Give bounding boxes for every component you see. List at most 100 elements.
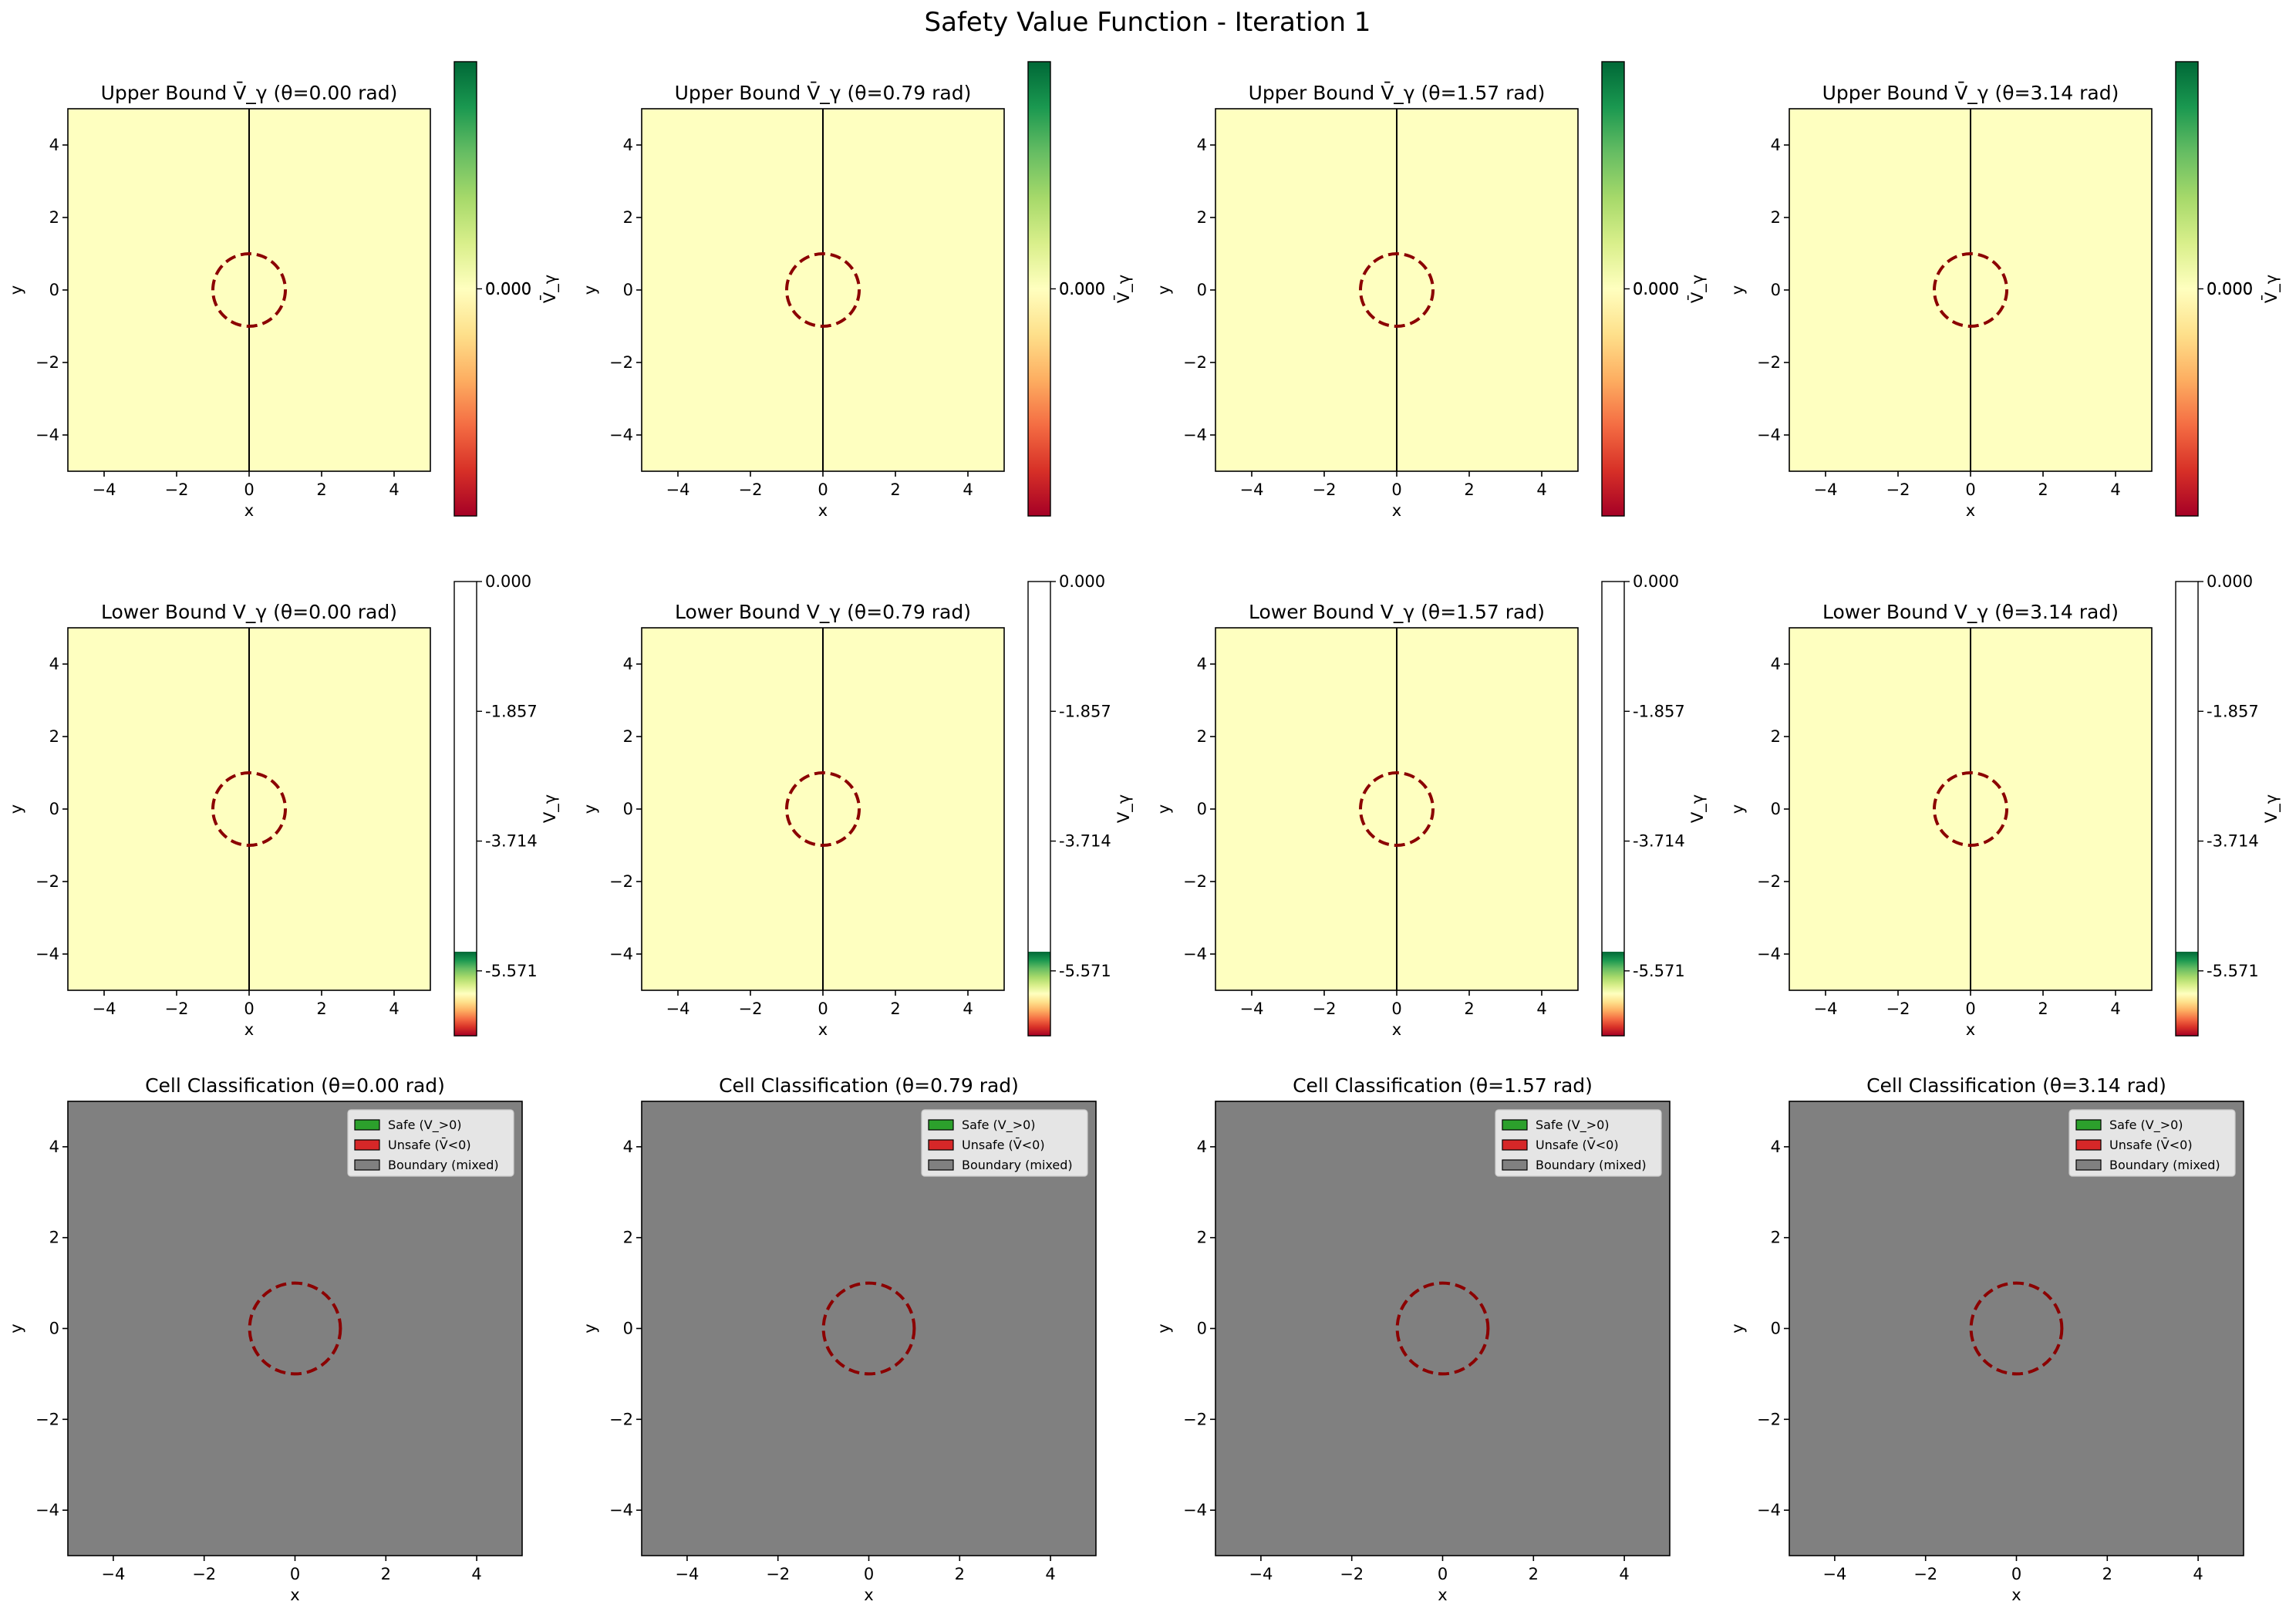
x-axis-label: x <box>1392 1020 1401 1039</box>
figure-title: Safety Value Function - Iteration 1 <box>925 7 1371 38</box>
x-tick-label: 0 <box>1391 1000 1401 1018</box>
x-tick-label: −4 <box>675 1565 699 1583</box>
colorbar-frame <box>2175 581 2199 1037</box>
y-axis-label: y <box>1728 285 1747 295</box>
obstacle-circle <box>1359 252 1435 328</box>
colorbar-tick-label: 0.000 <box>485 572 531 591</box>
x-tick-label: −2 <box>1886 1000 1910 1018</box>
x-axis-label: x <box>1966 1020 1975 1039</box>
y-axis-label: y <box>581 285 599 295</box>
y-tick-label: −2 <box>1183 1410 1207 1428</box>
panel-title: Cell Classification (θ=3.14 rad) <box>1866 1074 2166 1097</box>
panel-upper-3: −4 −2 0 2 4 −4 −2 0 2 4 x y Upper Bound V̄_γ (θ=3.14… <box>1728 61 2281 520</box>
legend-entry: Boundary (mixed) <box>1536 1158 1647 1172</box>
y-tick-label: −4 <box>1757 426 1781 444</box>
x-tick-label: −4 <box>101 1565 125 1583</box>
y-tick-label: 0 <box>1771 800 1781 818</box>
x-tick-label: −2 <box>165 480 189 499</box>
panel-title: Lower Bound V_γ (θ=0.79 rad) <box>675 601 971 623</box>
y-tick-label: 0 <box>1771 1320 1781 1338</box>
colorbar-tick-label: 0.000 <box>1633 280 1679 298</box>
x-tick-label: −4 <box>93 1000 116 1018</box>
y-tick-label: 4 <box>1197 655 1207 673</box>
y-tick-label: 4 <box>1197 1138 1207 1156</box>
x-tick-label: −2 <box>1340 1565 1364 1583</box>
legend-entry: Unsafe (V̄<0) <box>962 1138 1045 1152</box>
x-tick-label: 4 <box>1619 1565 1629 1583</box>
legend-entry: Boundary (mixed) <box>962 1158 1073 1172</box>
y-tick-label: 0 <box>1197 1320 1207 1338</box>
x-tick-label: 0 <box>1391 480 1401 499</box>
y-tick-label: 2 <box>623 1229 633 1247</box>
x-tick-label: 2 <box>1529 1565 1539 1583</box>
colorbar-label: V̄_γ <box>1687 275 1708 303</box>
colorbar-label: V̄_γ <box>540 275 560 303</box>
x-tick-label: 4 <box>389 480 399 499</box>
obstacle-circle <box>1933 252 2008 328</box>
colorbar-label: V_γ <box>541 794 560 823</box>
y-tick-label: −2 <box>1183 872 1207 891</box>
legend-swatch <box>928 1159 954 1171</box>
legend-entry: Unsafe (V̄<0) <box>1536 1138 1619 1152</box>
panel-lower-3: −4 −2 0 2 4 −4 −2 0 2 4 x y Lower Bound V_γ (θ=3.14 … <box>1728 572 2281 1039</box>
colorbar-label: V̄_γ <box>2261 275 2281 303</box>
colorbar-gradient <box>2176 952 2198 1036</box>
obstacle-circle <box>785 771 861 847</box>
x-tick-label: 0 <box>864 1565 874 1583</box>
colorbar <box>2175 61 2199 517</box>
classification-field <box>642 1101 1096 1556</box>
x-tick-label: −2 <box>1313 480 1337 499</box>
legend-entry: Boundary (mixed) <box>388 1158 499 1172</box>
legend-box <box>2068 1109 2236 1177</box>
y-tick-label: 0 <box>49 1320 59 1338</box>
legend-swatch <box>1502 1139 1528 1151</box>
y-tick-label: −4 <box>609 1501 633 1519</box>
y-tick-label: −2 <box>1757 872 1781 891</box>
legend-box <box>921 1109 1088 1177</box>
y-tick-label: 4 <box>49 1138 59 1156</box>
panel-upper-1: −4 −2 0 2 4 −4 −2 0 2 4 x y Upper Bound V̄_γ (θ=0.79… <box>581 61 1134 520</box>
legend-box <box>1495 1109 1662 1177</box>
obstacle-circle <box>821 1281 916 1376</box>
legend-swatch <box>2075 1159 2102 1171</box>
legend-swatch <box>1502 1159 1528 1171</box>
y-tick-label: 0 <box>623 800 633 818</box>
x-tick-label: 4 <box>471 1565 481 1583</box>
colorbar-tick-label: 0.000 <box>2207 280 2253 298</box>
classification-field <box>1789 1101 2244 1556</box>
panel-title: Cell Classification (θ=0.00 rad) <box>145 1074 445 1097</box>
panel-title: Upper Bound V̄_γ (θ=0.00 rad) <box>101 81 398 104</box>
panel-title: Upper Bound V̄_γ (θ=0.79 rad) <box>675 81 972 104</box>
panel-classification-3: −4 −2 0 2 4 −4 −2 0 2 4 x y Cell Classification (θ=3… <box>1728 1074 2244 1604</box>
panel-classification-1: −4 −2 0 2 4 −4 −2 0 2 4 x y Cell Classification (θ=0… <box>581 1074 1097 1604</box>
y-tick-label: 2 <box>623 727 633 746</box>
colorbar-label: V_γ <box>1688 794 1708 823</box>
colorbar-tick-label: -1.857 <box>2207 702 2259 720</box>
x-tick-label: 0 <box>290 1565 300 1583</box>
x-tick-label: 2 <box>890 480 900 499</box>
y-tick-label: −2 <box>1757 353 1781 372</box>
legend-swatch <box>354 1119 380 1131</box>
panel-title: Lower Bound V_γ (θ=3.14 rad) <box>1822 601 2119 623</box>
colorbar-tick-label: 0.000 <box>1059 280 1105 298</box>
colorbar-gradient <box>1602 952 1624 1036</box>
colorbar-gradient <box>454 952 477 1036</box>
y-tick-label: −2 <box>35 1410 59 1428</box>
y-tick-label: 0 <box>1771 281 1781 299</box>
x-tick-label: −4 <box>1814 1000 1838 1018</box>
colorbar-gradient <box>1028 952 1050 1036</box>
y-tick-label: −4 <box>35 426 59 444</box>
obstacle-circle <box>1933 771 2008 847</box>
x-tick-label: 0 <box>818 1000 828 1018</box>
y-tick-label: −2 <box>35 353 59 372</box>
colorbar-tick-label: -1.857 <box>1059 702 1111 720</box>
colorbar-tick-label: -1.857 <box>485 702 538 720</box>
y-tick-label: 4 <box>623 1138 633 1156</box>
x-axis-label: x <box>1438 1586 1447 1604</box>
x-tick-label: −2 <box>1313 1000 1337 1018</box>
colorbar-tick-label: -5.571 <box>1633 962 1685 980</box>
legend-entry: Safe (V_>0) <box>1536 1118 1610 1133</box>
y-tick-label: −4 <box>609 945 633 963</box>
y-tick-label: −4 <box>1757 945 1781 963</box>
